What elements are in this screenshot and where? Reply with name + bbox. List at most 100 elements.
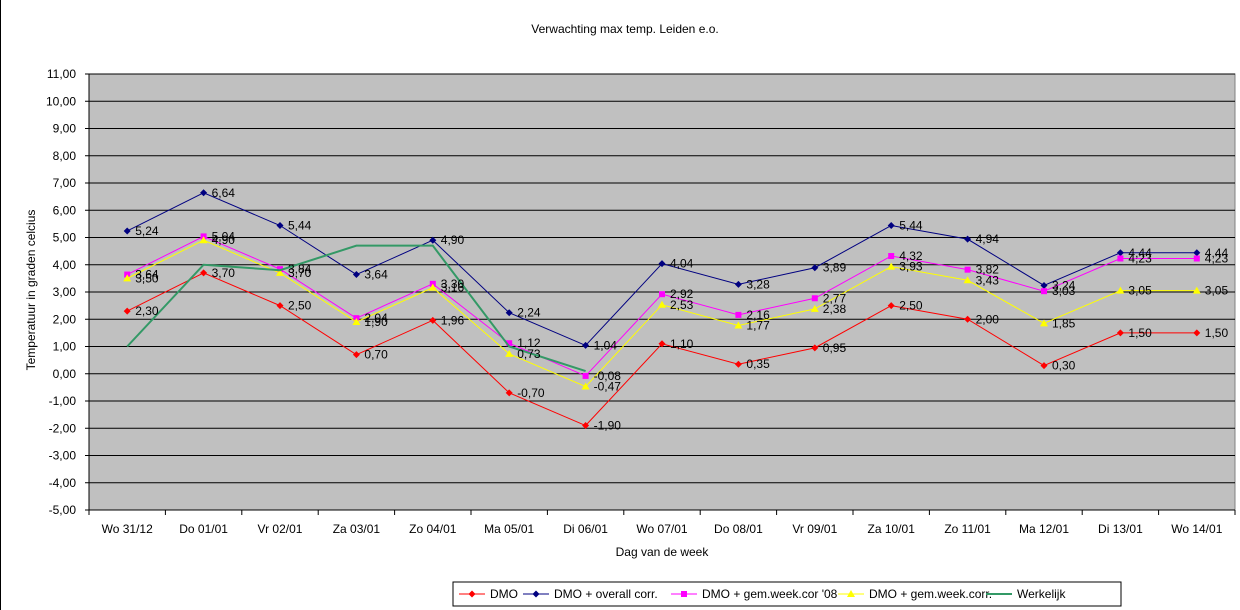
data-label: 2,92 <box>670 287 694 301</box>
x-axis-title: Dag van de week <box>616 545 710 559</box>
point-marker <box>352 317 361 325</box>
x-tick-label: Za 03/01 <box>333 522 381 536</box>
point-marker <box>681 591 687 597</box>
y-tick-label: 9,00 <box>53 122 77 136</box>
y-tick-label: 8,00 <box>53 149 77 163</box>
point-marker <box>1040 362 1048 370</box>
point-marker <box>582 422 590 430</box>
data-label: 3,70 <box>212 266 236 280</box>
data-label: 0,95 <box>823 341 847 355</box>
data-label: 3,64 <box>364 268 388 282</box>
data-label: 3,03 <box>1052 284 1076 298</box>
data-label: 4,44 <box>1205 246 1229 260</box>
x-tick-label: Wo 14/01 <box>1171 522 1222 536</box>
y-tick-label: 1,00 <box>53 340 77 354</box>
x-tick-label: Vr 09/01 <box>792 522 837 536</box>
legend-label: DMO + overall corr. <box>554 587 658 601</box>
x-tick-label: Wo 07/01 <box>636 522 687 536</box>
point-marker <box>888 253 895 260</box>
data-label: 3,70 <box>288 266 312 280</box>
x-tick-label: Za 10/01 <box>868 522 916 536</box>
x-axis: Wo 31/12 Do 01/01 Vr 02/01 Za 03/01 Zo 04/01… <box>88 509 1236 536</box>
data-label: -1,90 <box>594 419 622 433</box>
point-marker <box>429 316 437 324</box>
point-marker <box>123 307 131 315</box>
series-dmo <box>123 269 1201 430</box>
data-label: 4,23 <box>1205 251 1229 265</box>
data-label: 4,44 <box>1128 246 1152 260</box>
point-marker <box>887 262 896 270</box>
y-tick-label: 2,00 <box>53 312 77 326</box>
point-marker <box>811 264 819 272</box>
data-label: 1,04 <box>594 338 618 352</box>
legend-label: DMO <box>490 587 518 601</box>
data-label: 0,35 <box>746 357 770 371</box>
data-label: 6,64 <box>212 186 236 200</box>
data-label: 3,84 <box>288 262 312 276</box>
point-marker <box>964 235 972 243</box>
point-marker <box>811 344 819 352</box>
data-label: 4,23 <box>1128 251 1152 265</box>
data-label: 3,89 <box>823 261 847 275</box>
point-marker <box>506 340 513 347</box>
y-tick-label: 3,00 <box>53 285 77 299</box>
data-label: 3,43 <box>976 273 1000 287</box>
point-marker <box>735 311 742 318</box>
y-tick-label: 7,00 <box>53 176 77 190</box>
point-marker <box>505 309 513 317</box>
point-marker <box>532 590 540 598</box>
point-marker <box>123 274 132 282</box>
y-axis-title: Temperatuur in graden celcius <box>24 210 38 371</box>
y-tick-label: 11,00 <box>47 67 76 81</box>
point-marker <box>276 302 284 310</box>
point-marker <box>276 222 284 230</box>
point-marker <box>887 222 895 230</box>
y-tick-label: -5,00 <box>49 503 77 517</box>
point-marker <box>1116 329 1124 337</box>
data-label: 1,77 <box>746 319 770 333</box>
data-label: 3,93 <box>899 260 923 274</box>
data-label: -0,08 <box>594 369 622 383</box>
x-tick-label: Ma 05/01 <box>484 522 534 536</box>
data-label: 5,24 <box>135 224 159 238</box>
x-tick-label: Ma 12/01 <box>1019 522 1069 536</box>
data-label: 2,53 <box>670 298 694 312</box>
point-marker <box>200 189 208 197</box>
data-label: 1,12 <box>517 336 541 350</box>
legend-label: DMO + gem.week.corr. <box>869 587 992 601</box>
point-marker <box>1193 255 1200 262</box>
point-marker <box>810 304 819 312</box>
point-marker <box>123 227 131 235</box>
series-dmo-overall-corr- <box>123 189 1201 349</box>
series-group <box>123 189 1201 430</box>
y-tick-label: -1,00 <box>49 394 77 408</box>
point-marker <box>1040 319 1048 327</box>
data-label: 2,16 <box>746 308 770 322</box>
data-label: 3,24 <box>1052 278 1076 292</box>
x-tick-label: Zo 11/01 <box>944 522 991 536</box>
data-label: 4,90 <box>212 233 236 247</box>
point-marker <box>505 349 514 357</box>
y-tick-label: 4,00 <box>53 258 77 272</box>
point-marker <box>582 341 590 349</box>
data-label: 3,05 <box>1205 284 1229 298</box>
point-marker <box>1193 249 1201 257</box>
point-marker <box>352 271 360 279</box>
point-marker <box>200 269 208 277</box>
data-label: 2,00 <box>976 312 1000 326</box>
point-marker <box>1192 286 1201 294</box>
point-marker <box>1193 329 1201 337</box>
data-label: 5,44 <box>899 219 923 233</box>
window-left-border <box>0 0 1 610</box>
data-label: 5,04 <box>212 229 236 243</box>
data-label: 4,32 <box>899 249 923 263</box>
data-label: 1,50 <box>1205 326 1229 340</box>
y-tick-label: 6,00 <box>53 203 77 217</box>
data-label: 4,04 <box>670 257 694 271</box>
point-marker <box>963 276 972 284</box>
y-tick-label: 5,00 <box>53 231 77 245</box>
x-tick-label: Zo 04/01 <box>409 522 457 536</box>
data-label: 1,90 <box>364 315 388 329</box>
point-marker <box>468 590 476 598</box>
